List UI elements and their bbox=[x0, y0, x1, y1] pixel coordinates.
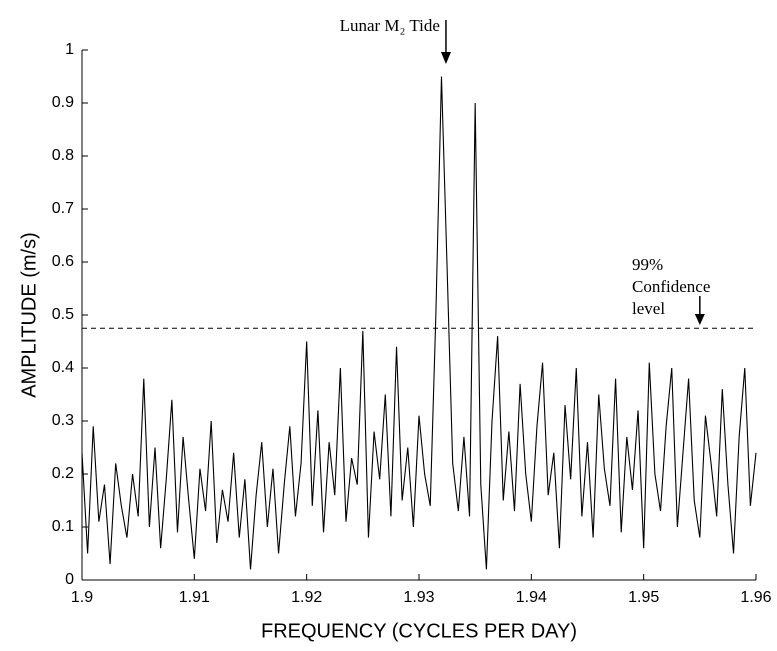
x-tick-label: 1.92 bbox=[291, 589, 322, 606]
y-tick-label: 0.5 bbox=[52, 306, 74, 323]
y-tick-label: 1 bbox=[65, 41, 74, 58]
annotation: Confidence bbox=[632, 277, 710, 296]
x-axis-label: FREQUENCY (CYCLES PER DAY) bbox=[261, 620, 577, 642]
y-tick-label: 0.9 bbox=[52, 94, 74, 111]
x-tick-label: 1.96 bbox=[740, 589, 771, 606]
y-tick-label: 0.4 bbox=[52, 359, 74, 376]
x-tick-label: 1.94 bbox=[516, 589, 547, 606]
annotation: 99% bbox=[632, 255, 663, 274]
y-tick-label: 0 bbox=[65, 571, 74, 588]
y-tick-label: 0.7 bbox=[52, 200, 74, 217]
arrow-head bbox=[440, 52, 451, 64]
y-tick-label: 0.1 bbox=[52, 518, 74, 535]
x-tick-label: 1.9 bbox=[71, 589, 93, 606]
y-tick-label: 0.2 bbox=[52, 465, 74, 482]
annotation: Lunar M₂ Tide bbox=[340, 16, 440, 35]
y-axis-label: AMPLITUDE (m/s) bbox=[18, 232, 40, 398]
annotation: level bbox=[632, 299, 665, 318]
x-tick-label: 1.91 bbox=[179, 589, 210, 606]
x-tick-label: 1.95 bbox=[628, 589, 659, 606]
y-tick-label: 0.6 bbox=[52, 253, 74, 270]
y-tick-label: 0.3 bbox=[52, 412, 74, 429]
spectrum-line bbox=[81, 76, 757, 570]
x-tick-label: 1.93 bbox=[403, 589, 434, 606]
y-tick-label: 0.8 bbox=[52, 147, 74, 164]
arrow-head bbox=[694, 314, 705, 325]
